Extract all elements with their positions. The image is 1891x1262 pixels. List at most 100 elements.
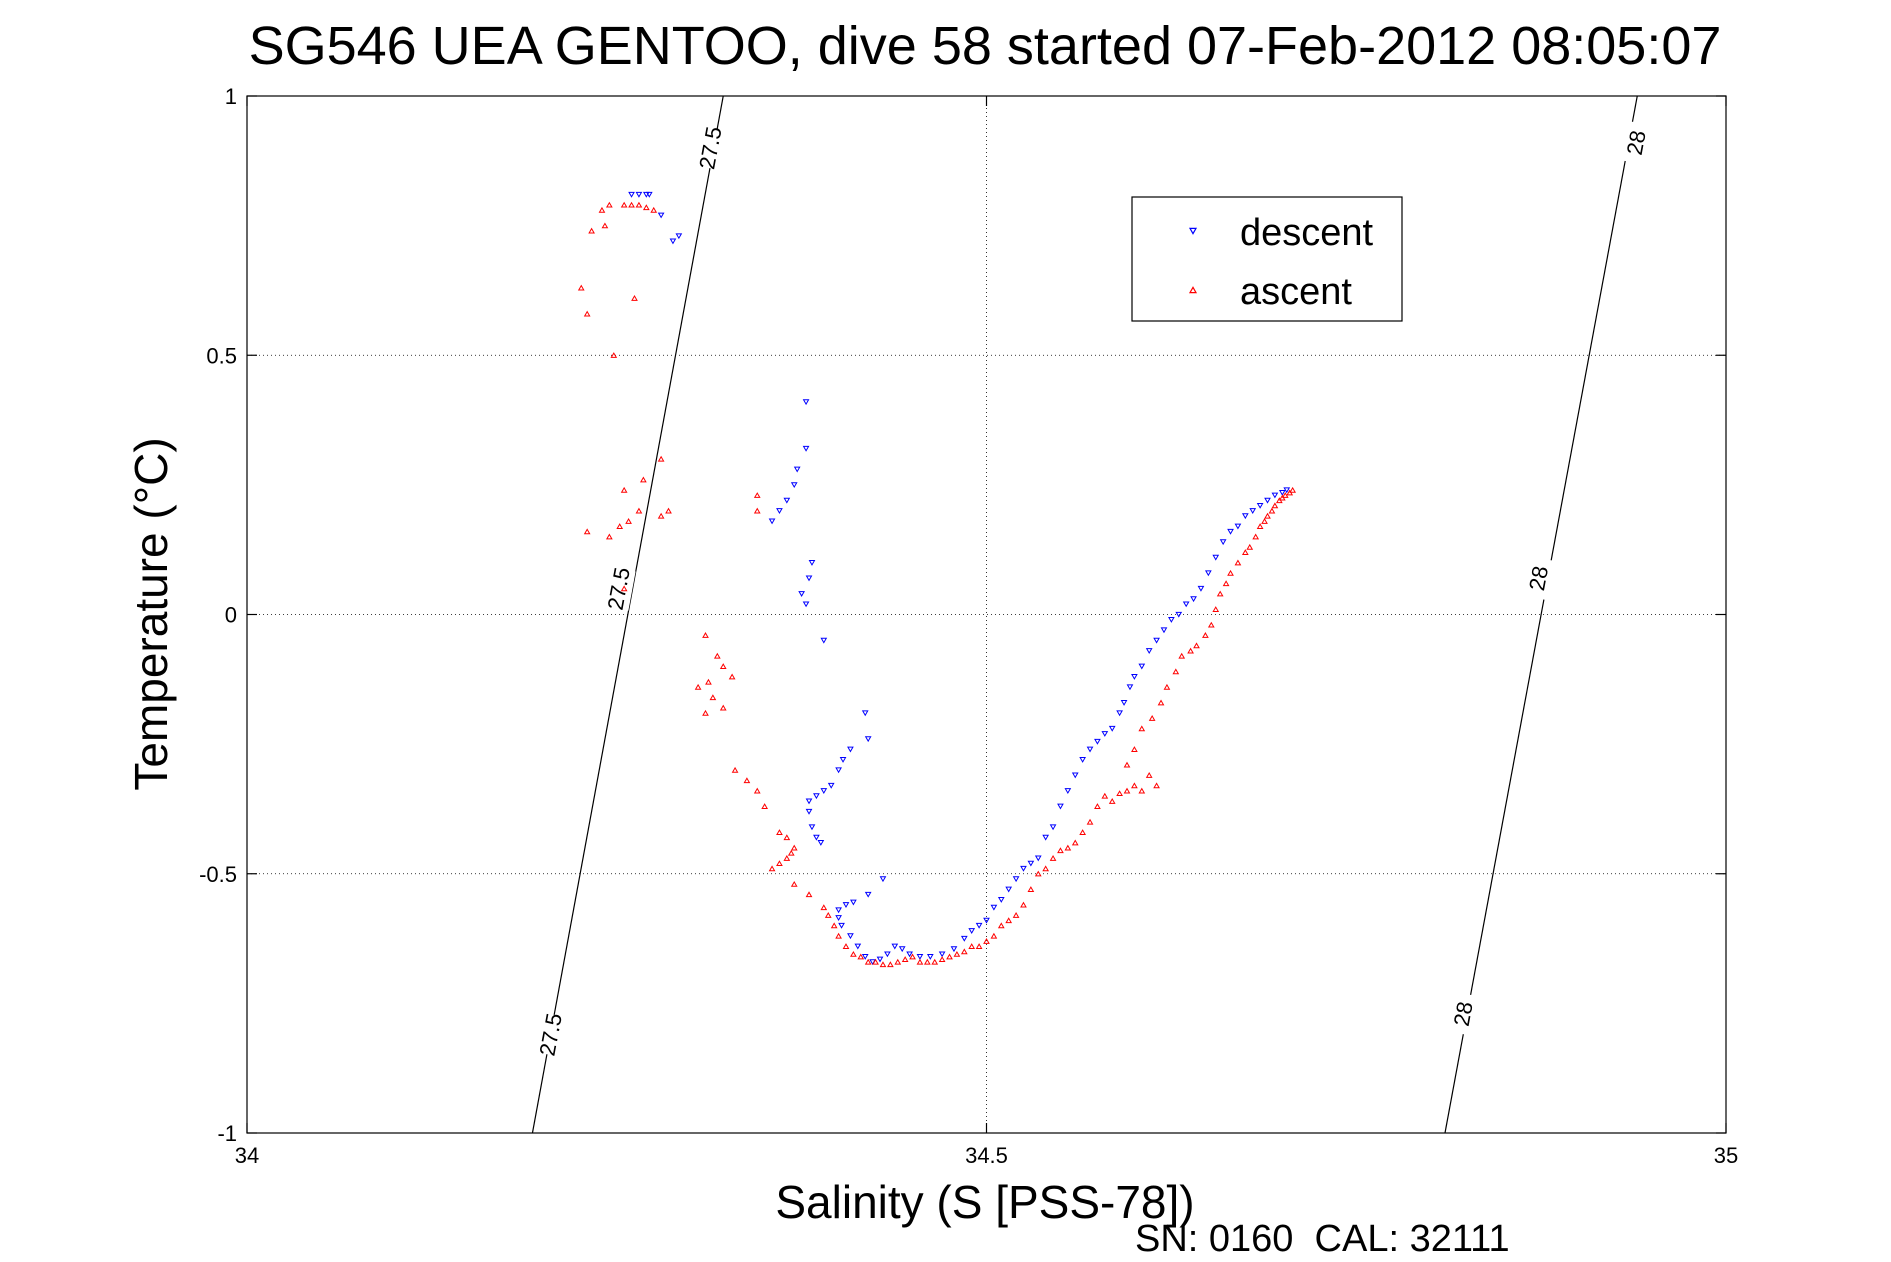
ascent-point [583, 310, 591, 317]
descent-point [1175, 611, 1183, 618]
ascent-point [1216, 590, 1224, 597]
ascent-point [916, 958, 924, 965]
ascent-point [1005, 917, 1013, 924]
legend-box [1131, 196, 1403, 322]
ascent-point [1145, 772, 1153, 778]
ascent-point [1212, 606, 1220, 612]
ascent-point [850, 950, 857, 957]
ascent-point [642, 204, 650, 211]
contour-label-background [1520, 555, 1556, 601]
ascent-point [625, 517, 632, 524]
density-contour-line [531, 95, 724, 1134]
descent-point [938, 951, 946, 958]
descent-point [628, 191, 635, 198]
ascent-point [610, 352, 618, 358]
legend-label-ascent: ascent [1240, 271, 1352, 313]
ascent-point [1027, 886, 1035, 892]
descent-point [1034, 855, 1042, 862]
ascent-point [768, 865, 776, 872]
descent-point [1271, 492, 1279, 499]
descent-point [1212, 554, 1220, 561]
descent-point [1071, 772, 1079, 779]
contour-label: 28 [1622, 128, 1651, 157]
ascent-point [783, 834, 791, 841]
descent-point [926, 954, 934, 960]
ascent-point [1020, 901, 1027, 908]
ascent-point [1148, 715, 1156, 721]
ascent-point [783, 855, 791, 861]
ascent-point [824, 912, 832, 918]
descent-point [1190, 596, 1197, 603]
y-tick-label: 1 [225, 84, 237, 109]
descent-point [997, 897, 1005, 903]
descent-point [820, 788, 828, 794]
ascent-point [1071, 839, 1079, 846]
x-tick-label: 34 [235, 1143, 259, 1168]
descent-point [898, 946, 906, 953]
descent-point [1079, 757, 1086, 763]
descent-point [813, 834, 820, 841]
descent-point [916, 954, 924, 960]
y-tick-label: -1 [217, 1121, 237, 1146]
ascent-point [909, 953, 916, 960]
ascent-point [1241, 549, 1249, 555]
descent-point [1283, 487, 1291, 494]
ascent-point [1261, 517, 1268, 524]
ascent-point [1057, 847, 1064, 854]
ascent-point [997, 922, 1005, 929]
ascent-point [1163, 683, 1171, 690]
descent-point [808, 824, 816, 831]
ascent-point [588, 227, 595, 234]
descent-point [1027, 860, 1035, 867]
ascent-point [830, 922, 838, 929]
contour-label: 28 [1449, 1000, 1478, 1029]
ascent-point [1123, 761, 1131, 768]
ascent-point [694, 683, 702, 690]
contour-label-background [600, 566, 636, 611]
ascent-point [1116, 790, 1123, 797]
series-descent [628, 191, 1291, 966]
ascent-point [872, 958, 879, 965]
descent-point [876, 956, 884, 963]
descent-point [983, 917, 990, 924]
ascent-point [705, 678, 712, 685]
ascent-point [1138, 787, 1146, 794]
descent-point [1160, 627, 1168, 634]
ascent-point [1246, 543, 1254, 550]
descent-point [1197, 585, 1205, 592]
descent-point [968, 928, 976, 934]
descent-point [1126, 684, 1134, 691]
contour-label-background [1445, 991, 1481, 1036]
ascent-point [635, 201, 643, 208]
descent-point [1005, 886, 1013, 893]
ascent-point [1172, 668, 1180, 675]
ascent-point [657, 512, 665, 519]
ascent-point [857, 953, 865, 960]
descent-point [768, 518, 776, 525]
descent-point [1108, 725, 1116, 732]
ascent-point [1034, 870, 1042, 877]
legend: descent ascent [1131, 196, 1403, 322]
ascent-point [938, 956, 946, 962]
y-tick-label: -0.5 [199, 862, 237, 887]
legend-marker-descent [1188, 227, 1198, 235]
ascent-point [598, 206, 606, 213]
descent-point [975, 922, 983, 929]
contour-label-background [1618, 120, 1654, 165]
ascent-point [719, 663, 727, 670]
ascent-point [968, 943, 976, 950]
ascent-point [931, 958, 939, 965]
ascent-point [1049, 855, 1057, 861]
ascent-point [620, 486, 628, 493]
ascent-point [719, 704, 727, 711]
descent-point [1116, 710, 1123, 717]
ascent-point [901, 956, 909, 962]
ascent-point [842, 943, 850, 950]
ascent-point [605, 201, 613, 208]
y-axis-label: Temperature (°C) [125, 437, 177, 790]
descent-point [1049, 824, 1057, 831]
descent-point [847, 746, 854, 753]
ascent-point [923, 958, 931, 965]
